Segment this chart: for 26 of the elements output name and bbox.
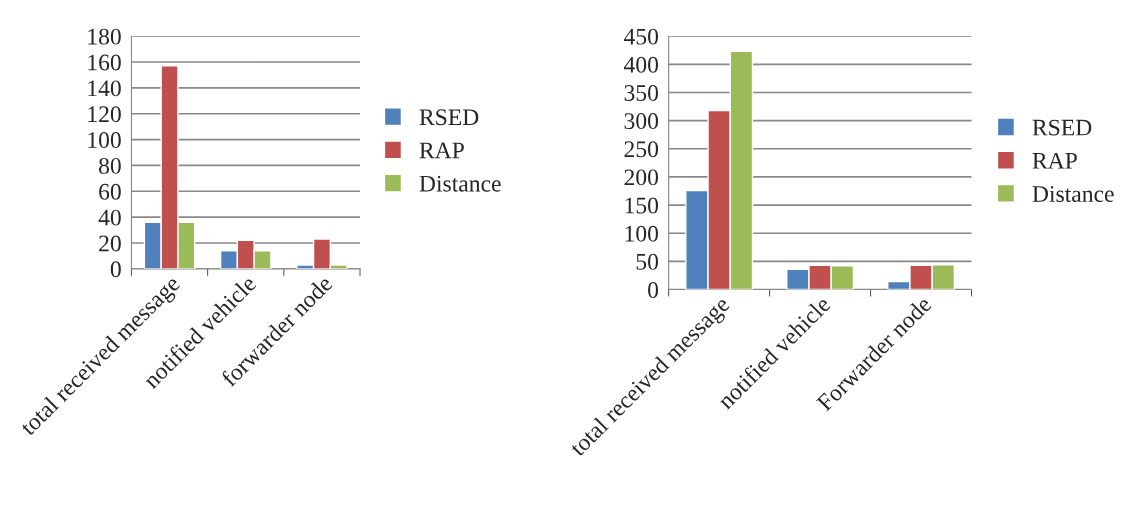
- y-tick-label: 400: [623, 56, 659, 73]
- y-tick-label: 200: [624, 169, 659, 186]
- y-tick-label: 160: [88, 54, 121, 71]
- y-tick-label: 300: [624, 113, 659, 130]
- y-tick-label: 0: [110, 261, 121, 278]
- y-tick-label: 60: [99, 183, 121, 200]
- y-tick-label: 40: [98, 209, 121, 226]
- legend-label: Distance: [1032, 186, 1114, 202]
- y-tick-label: 150: [625, 197, 659, 214]
- legend-label: Distance: [419, 175, 501, 192]
- y-tick-label: 0: [648, 282, 659, 298]
- legend-label: RAP: [1032, 152, 1077, 169]
- y-tick-label: 350: [624, 84, 659, 101]
- legend-label: RSED: [419, 109, 479, 126]
- y-tick-label: 20: [99, 235, 121, 252]
- legend-label: RAP: [419, 142, 464, 159]
- y-tick-label: 120: [88, 106, 121, 123]
- y-tick-label: 100: [625, 225, 659, 242]
- y-tick-label: 140: [88, 80, 121, 97]
- y-tick-label: 180: [88, 28, 121, 45]
- y-tick-label: 100: [88, 132, 121, 149]
- y-tick-label: 450: [623, 28, 659, 45]
- legend-label: RSED: [1032, 119, 1092, 136]
- y-tick-label: 80: [99, 157, 121, 174]
- y-tick-label: 250: [624, 141, 659, 158]
- y-tick-label: 50: [636, 253, 659, 270]
